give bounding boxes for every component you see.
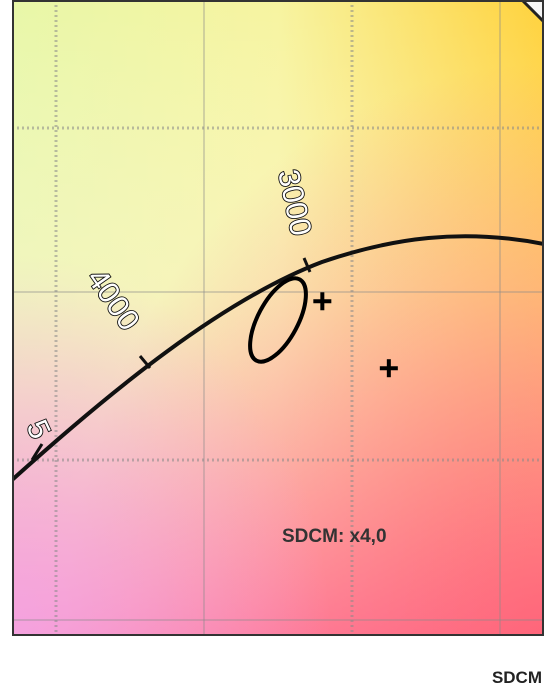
- chromaticity-plot: 5 4000 3000 SDCM: x4,0: [12, 0, 544, 636]
- plot-border: [12, 0, 544, 636]
- data-points: [313, 292, 398, 378]
- locus-tick-4000: [138, 355, 152, 369]
- sdcm-annotation: SDCM: x4,0: [282, 526, 387, 547]
- plot-svg: 5 4000 3000 SDCM: x4,0: [12, 0, 544, 636]
- data-point-0: [379, 359, 398, 378]
- data-point-1: [313, 292, 332, 311]
- corner-edge: [520, 0, 544, 24]
- bg-gradient-pink: [12, 0, 544, 636]
- grid: [12, 0, 544, 636]
- locus-tick-3000: [302, 257, 312, 273]
- sdcm-footer-label: SDCM: [491, 668, 542, 687]
- macadam-ellipse: [248, 276, 308, 364]
- locus-tick-5: [30, 443, 44, 461]
